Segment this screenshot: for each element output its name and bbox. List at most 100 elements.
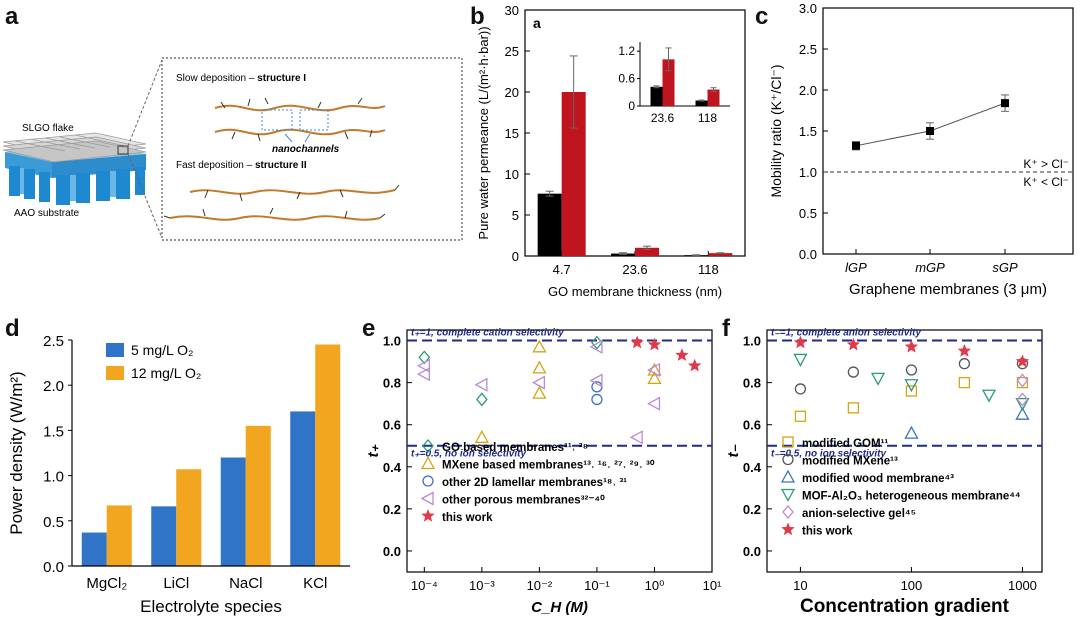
data-point-triangle-left <box>647 362 661 378</box>
mobility-ratio-chart: 0.0 0.5 1.0 1.5 2.0 2.5 3.0 K⁺ > Cl⁻ K⁺ < Cl⁻ lGP… <box>768 1 1074 298</box>
data-point-circle <box>591 393 603 406</box>
legend-label: 12 mg/L O₂ <box>131 365 201 381</box>
anion-transference-chart: 0.0 0.2 0.4 0.6 0.8 1.0 10 100 1000 t₋=1, complet… <box>725 328 1043 617</box>
y-tick-label: 0.0 <box>43 559 64 576</box>
x-tick-label: NaCl <box>229 575 262 592</box>
y-axis-label: Mobility ratio (K⁺/Cl⁻) <box>768 64 784 197</box>
x-tick-label: 118 <box>698 262 719 277</box>
panel-label-f: f <box>722 315 730 342</box>
data-point-triangle-up <box>904 425 919 439</box>
bar-black <box>537 193 562 256</box>
legend-label: modified MXene¹³ <box>802 456 898 468</box>
y-tick-label: 15 <box>505 126 519 141</box>
schematic-panel: SLGO flake AAO substrate Slow deposition… <box>2 57 463 241</box>
data-point-circle <box>847 366 860 378</box>
bar-red <box>635 247 659 256</box>
y-tick-label: 0.4 <box>383 460 402 475</box>
data-point-triangle-down <box>1015 398 1030 412</box>
data-point-square <box>905 385 918 397</box>
x-tick-label: 10⁰ <box>645 578 665 593</box>
data-point-triangle-down <box>981 389 997 403</box>
x-tick-label: 10¹ <box>703 578 722 593</box>
bar-5mgL <box>81 532 107 566</box>
bar-5mgL <box>290 411 316 566</box>
x-tick-label: 10⁻¹ <box>584 578 610 593</box>
legend-marker <box>422 475 434 487</box>
legend-label: anion-selective gel⁴⁵ <box>802 508 916 520</box>
data-point-circle <box>794 383 807 395</box>
bar-12mgL <box>106 505 132 566</box>
x-tick-label: 100 <box>901 578 923 593</box>
plot-frame <box>766 329 1043 573</box>
y-tick-label: 20 <box>505 85 519 100</box>
legend-marker <box>422 438 434 454</box>
y-tick-label: 1.0 <box>799 165 817 180</box>
bar-red <box>708 253 733 256</box>
bar-12mgL <box>245 425 271 566</box>
y-tick-label: 5 <box>512 208 519 223</box>
x-tick-label: mGP <box>915 260 945 275</box>
y-axis-label: Pure water permeance (L/(m²·h·bar)) <box>476 26 491 239</box>
legend-marker <box>420 491 434 506</box>
data-point-diamond <box>1016 373 1029 388</box>
data-point-star <box>630 335 644 349</box>
legend-marker <box>781 522 795 536</box>
data-point-triangle-down <box>793 353 808 367</box>
data-point-triangle-up <box>474 429 489 443</box>
legend-marker <box>782 504 794 520</box>
inset-y-tick-label: 0.6 <box>618 72 635 86</box>
legend-label: GO based membranes¹¹˒ ²⁸ <box>442 442 588 454</box>
data-point-square <box>794 410 807 422</box>
data-point-circle <box>905 364 918 376</box>
data-point-diamond <box>418 350 431 365</box>
plot-frame <box>822 7 1074 255</box>
x-tick-label: 4.7 <box>553 262 571 277</box>
y-tick-label: 0.2 <box>743 502 761 517</box>
data-point-triangle-down <box>904 379 919 393</box>
legend-swatch <box>106 343 124 357</box>
y-tick-label: 1.5 <box>799 124 817 139</box>
y-tick-label: 0.5 <box>799 206 817 221</box>
y-tick-label: 30 <box>505 3 519 18</box>
x-tick-label: 10⁻⁴ <box>411 578 438 593</box>
y-tick-label: 3.0 <box>799 1 817 16</box>
data-point-triangle-up <box>647 362 662 376</box>
y-axis-label: t₊ <box>365 443 382 457</box>
x-axis-label: Concentration gradient <box>800 596 1010 617</box>
data-point <box>926 127 934 135</box>
data-point-triangle-left <box>589 373 603 388</box>
inset-bar <box>695 100 708 106</box>
legend-label: other porous membranes³²⁻⁴⁰ <box>442 494 605 507</box>
legend-label: modified GOM¹¹ <box>802 438 888 450</box>
y-tick-label: 2.5 <box>43 333 64 350</box>
y-axis-label: Power density (W/m²) <box>7 371 26 534</box>
x-tick-label: 23.6 <box>622 262 647 277</box>
x-tick-label: lGP <box>845 260 867 275</box>
data-point-star <box>846 337 861 351</box>
legend-swatch <box>106 366 124 380</box>
bar-12mgL <box>176 469 202 566</box>
y-tick-label: 2.0 <box>43 378 64 395</box>
bar-5mgL <box>151 506 177 566</box>
y-tick-label: 25 <box>505 44 519 59</box>
structure-1-illustration <box>214 97 386 143</box>
data-point-triangle-left <box>647 396 661 411</box>
data-point-star <box>793 335 808 349</box>
panel-label-b: b <box>470 3 485 30</box>
y-tick-label: 0.0 <box>743 544 761 559</box>
legend-label: MOF-Al₂O₃ heterogeneous membrane⁴⁴ <box>802 491 1021 503</box>
structure-2-illustration <box>163 184 400 221</box>
data-point-triangle-left <box>629 430 643 445</box>
inset-bar <box>650 86 663 106</box>
plot-frame <box>406 329 713 573</box>
data-point-diamond <box>476 392 488 407</box>
legend-label: this work <box>442 512 493 524</box>
y-tick-label: 1.0 <box>743 334 761 349</box>
bar-5mgL <box>220 457 246 566</box>
data-point-triangle-left <box>416 367 430 382</box>
fast-deposition-label: Fast deposition – structure II <box>176 160 307 171</box>
ref-label-above: K⁺ > Cl⁻ <box>1023 157 1069 171</box>
x-axis-label: Electrolyte species <box>140 597 282 616</box>
data-point-triangle-up <box>647 371 662 385</box>
x-tick-label: LiCl <box>163 575 189 592</box>
